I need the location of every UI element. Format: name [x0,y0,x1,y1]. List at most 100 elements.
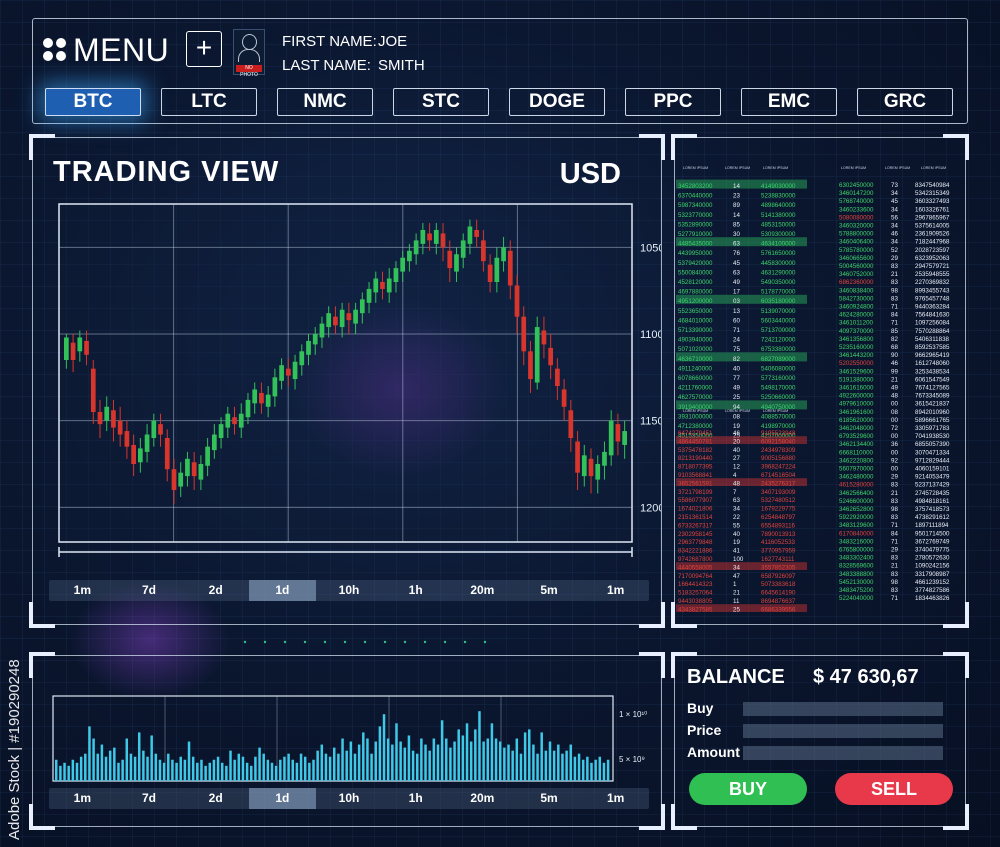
menu-label[interactable]: MENU [73,32,170,68]
right-cell: 2947579721 [915,263,950,270]
buy-input[interactable] [743,702,943,716]
volume-timeframe-option-7[interactable]: 5m [540,791,558,805]
candle [602,441,607,480]
right-cell: 3603327493 [915,198,950,205]
bid-row: 5071020000 75 6753380000 [678,346,796,353]
bid-cell: 63 [733,269,740,276]
timeframe-option-8[interactable]: 1m [606,583,625,597]
right-row: 3460233600 34 1603326761 [839,206,950,213]
price-input[interactable] [743,724,943,738]
bid-row: 4911240000 40 5406080000 [678,365,796,372]
volume-bar [544,750,548,781]
bid-cell: 5406080000 [761,365,796,372]
coin-tab-grc[interactable]: GRC [857,88,953,116]
candle [534,316,540,390]
volume-timeframe-option-4[interactable]: 10h [338,791,360,805]
bid-cell: 77 [733,375,740,382]
volume-bar [478,711,481,781]
right-cell: 3462220800 [839,457,874,464]
right-cell: 5191380000 [839,376,874,383]
volume-bar [71,759,75,781]
right-row: 3462480000 29 9214053479 [839,474,950,481]
timeframe-option-4[interactable]: 10h [338,583,360,597]
sell-button[interactable]: SELL [835,773,953,805]
candle [312,327,318,355]
volume-timeframe-option-3[interactable]: 1d [249,788,316,809]
coin-tab-doge[interactable]: DOGE [509,88,605,116]
volume-timeframe-option-2[interactable]: 2d [208,791,223,805]
amount-input[interactable] [743,746,943,760]
coin-tab-ltc[interactable]: LTC [161,88,257,116]
timeframe-option-3[interactable]: 1d [249,580,316,601]
ask-row: 2302958145 40 7890013913 [678,531,796,538]
volume-timeframe-option-1[interactable]: 7d [141,791,156,805]
right-cell: 6668110000 [839,449,874,456]
ask-cell: 48 [733,480,740,487]
bid-cell: 4853150000 [761,221,796,228]
right-cell: 73 [891,182,898,189]
coin-tab-emc[interactable]: EMC [741,88,837,116]
bid-row: 4515350000 25 4257000000 [678,433,796,440]
candlestick-chart[interactable]: 1200 1150 1100 1050 [33,138,661,578]
bid-cell: 6753380000 [761,346,796,353]
menu-icon[interactable] [43,38,67,62]
right-cell: 83 [891,498,898,505]
currency-label[interactable]: USD [559,158,621,190]
candle-body [191,462,197,477]
volume-chart[interactable]: 1 × 10¹⁰ 5 × 10⁹ [33,656,661,786]
coin-tab-btc[interactable]: BTC [45,88,141,116]
right-cell: 3483216000 [839,538,874,545]
ask-cell: 7 [733,489,737,496]
bid-cell: 03 [733,298,740,305]
timeframe-option-5[interactable]: 1h [408,583,423,597]
candle [393,261,399,293]
coin-tab-ppc[interactable]: PPC [625,88,721,116]
volume-timeframe-option-8[interactable]: 1m [606,791,625,805]
timeframe-option-2[interactable]: 2d [208,583,223,597]
bid-cell: 5141380000 [761,212,796,219]
right-cell: 5375614005 [915,223,950,230]
right-cell: 3460924800 [839,304,874,311]
buy-button[interactable]: BUY [689,773,807,805]
right-cell: 4979610000 [839,401,874,408]
timeframe-option-1[interactable]: 7d [141,583,156,597]
candle [131,434,136,477]
volume-bar [191,756,195,781]
timeframe-option-6[interactable]: 20m [470,583,495,597]
candle-body [507,250,513,286]
coin-tab-stc[interactable]: STC [393,88,489,116]
volume-timeframe-option-0[interactable]: 1m [73,791,91,805]
ask-cell: 4343827585 [678,606,713,613]
avatar[interactable]: NO PHOTO [233,29,265,78]
last-name-value: SMITH [378,57,425,74]
timeframe-option-0[interactable]: 1m [73,583,91,597]
candle [561,379,567,421]
ask-cell: 8718077395 [678,464,713,471]
bid-cell: 4515350000 [678,433,713,440]
add-button[interactable]: + [186,31,222,67]
candle-body [575,441,580,473]
right-cell: 1897111894 [915,522,949,529]
ask-cell: 63 [733,497,740,504]
volume-timeframe-option-5[interactable]: 1h [408,791,423,805]
candle [272,368,278,407]
volume-bar [424,744,427,781]
volume-bar [407,735,411,781]
right-cell: 34 [891,190,898,197]
right-cell: 5004560000 [839,263,874,270]
volume-bar [316,750,319,781]
right-cell: 72 [891,425,898,432]
volume-timeframe-option-6[interactable]: 20m [470,791,495,805]
right-cell: 85 [891,328,898,335]
bid-cell: 5761650000 [761,250,796,257]
timeframe-option-7[interactable]: 5m [540,583,558,597]
ask-row-highlight [676,436,807,444]
volume-bar [378,726,382,781]
ask-row: 8213190440 27 9005156880 [678,455,796,462]
bid-row: 6078660000 77 5773160000 [678,375,796,382]
right-cell: 00 [891,401,898,408]
candle-body [64,337,69,360]
order-book-header: LOREM IPSUM [885,166,910,170]
candle-body [77,337,83,352]
coin-tab-nmc[interactable]: NMC [277,88,373,116]
